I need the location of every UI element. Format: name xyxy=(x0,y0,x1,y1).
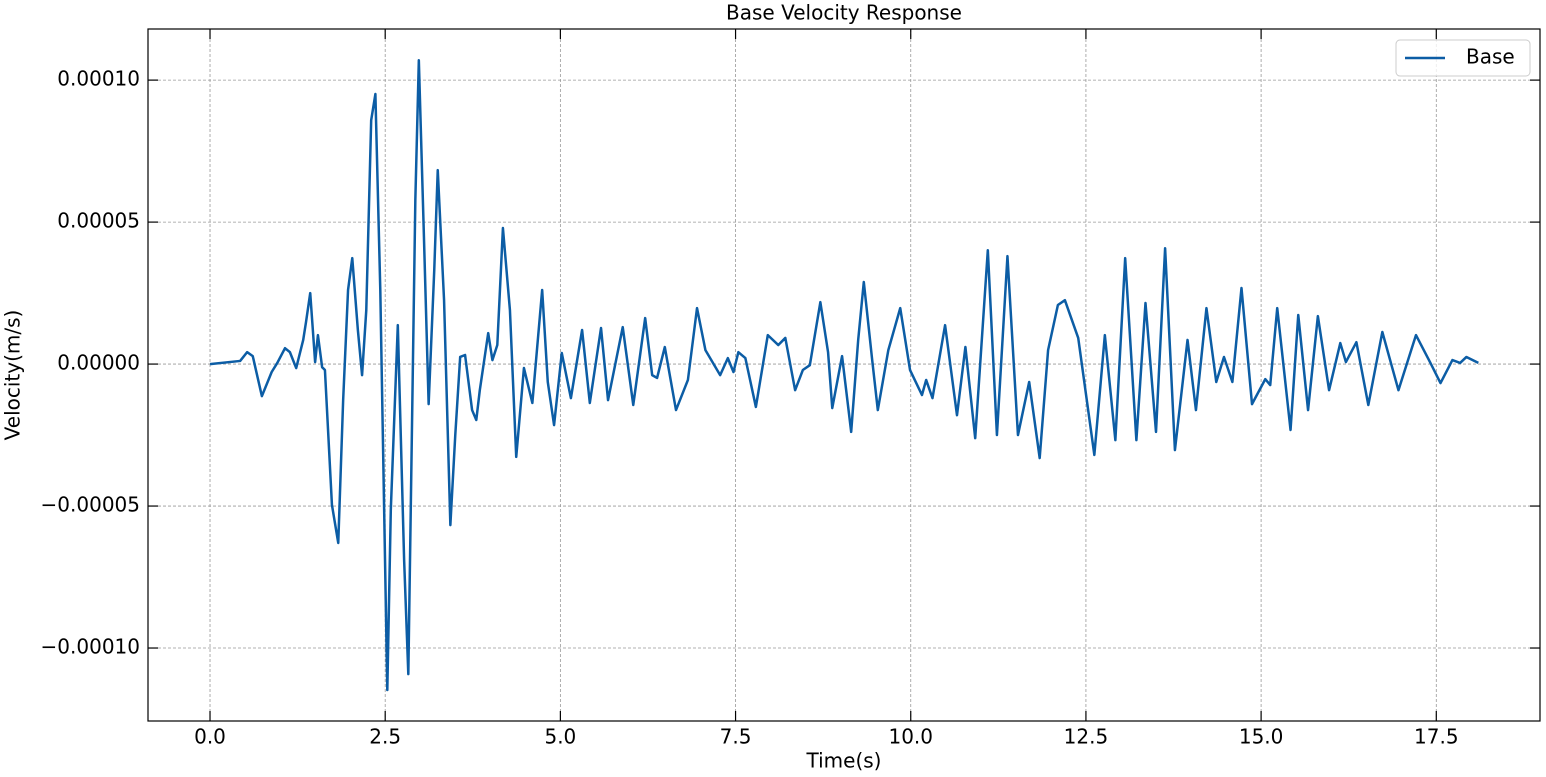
x-tick-label: 0.0 xyxy=(194,725,226,749)
y-tick-label: 0.00010 xyxy=(57,67,140,91)
x-tick-label: 17.5 xyxy=(1414,725,1459,749)
x-axis-label: Time(s) xyxy=(806,749,882,773)
x-tick-label: 7.5 xyxy=(720,725,752,749)
y-tick-label: −0.00005 xyxy=(41,493,140,517)
x-tick-label: 12.5 xyxy=(1064,725,1109,749)
legend-label: Base xyxy=(1466,45,1515,69)
legend-box xyxy=(1395,39,1531,77)
y-tick-label: 0.00000 xyxy=(57,351,140,375)
x-tick-label: 10.0 xyxy=(888,725,933,749)
chart-title: Base Velocity Response xyxy=(726,1,962,25)
data-line xyxy=(209,58,1479,692)
x-tick-label: 5.0 xyxy=(544,725,576,749)
plot-frame xyxy=(147,28,1541,722)
x-tick-label: 15.0 xyxy=(1239,725,1284,749)
y-tick-label: 0.00005 xyxy=(57,209,140,233)
x-tick-label: 2.5 xyxy=(369,725,401,749)
y-tick-label: −0.00010 xyxy=(41,635,140,659)
y-axis-label: Velocity(m/s) xyxy=(1,310,25,441)
